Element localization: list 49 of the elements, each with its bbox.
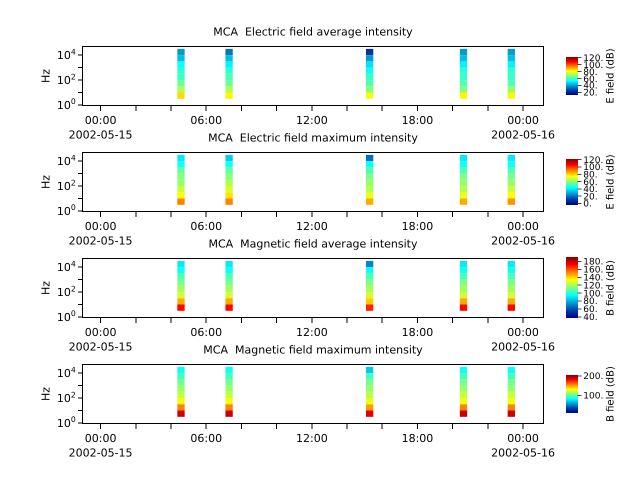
- color-bar-title: B field (dB): [605, 366, 616, 422]
- y-tick-label: 10$^{4}$: [56, 365, 76, 380]
- x-tick-label: 12:00: [296, 114, 328, 128]
- color-bar-title: E field (dB): [605, 48, 616, 104]
- y-tick-label: 10$^{2}$: [56, 390, 76, 405]
- x-tick-label: 00:00 2002-05-16: [491, 326, 556, 354]
- x-tick-label: 00:00 2002-05-16: [491, 432, 556, 460]
- chart-title: MCA Magnetic field average intensity: [208, 238, 418, 251]
- color-bar-label: 200.: [583, 372, 604, 382]
- x-tick-label: 00:00 2002-05-16: [491, 220, 556, 248]
- y-axis-title: Hz: [40, 174, 53, 190]
- y-tick-label: 10$^{2}$: [56, 284, 76, 299]
- x-tick-label: 12:00: [296, 432, 328, 446]
- y-tick-label: 10$^{4}$: [56, 153, 76, 168]
- y-tick-label: 10$^{0}$: [56, 97, 76, 112]
- x-tick-label: 18:00: [402, 114, 434, 128]
- y-axis-title: Hz: [40, 386, 53, 402]
- chart-title: MCA Magnetic field maximum intensity: [203, 344, 424, 357]
- x-tick-label: 18:00: [402, 220, 434, 234]
- y-tick-label: 10$^{4}$: [56, 47, 76, 62]
- y-tick-label: 10$^{0}$: [56, 309, 76, 324]
- color-bar-title: E field (dB): [605, 154, 616, 210]
- x-tick-label: 18:00: [402, 432, 434, 446]
- x-tick-label: 00:00 2002-05-15: [68, 220, 133, 248]
- x-tick-label: 12:00: [296, 220, 328, 234]
- color-bar-label: 100.: [583, 392, 604, 402]
- y-axis-title: Hz: [40, 280, 53, 296]
- y-tick-label: 10$^{2}$: [56, 178, 76, 193]
- color-bar-label: 40.: [583, 313, 598, 324]
- x-tick-label: 12:00: [296, 326, 328, 340]
- y-tick-label: 10$^{4}$: [56, 259, 76, 274]
- color-bar-label: 120.: [583, 281, 604, 292]
- y-axis-title: Hz: [40, 68, 53, 84]
- y-tick-label: 10$^{2}$: [56, 72, 76, 87]
- x-tick-label: 00:00 2002-05-16: [491, 114, 556, 142]
- x-tick-label: 00:00 2002-05-15: [68, 432, 133, 460]
- x-tick-label: 06:00: [190, 326, 222, 340]
- chart-title: MCA Electric field maximum intensity: [208, 132, 418, 145]
- color-bar-title: B field (dB): [605, 260, 616, 316]
- x-tick-label: 06:00: [190, 220, 222, 234]
- x-tick-label: 06:00: [190, 432, 222, 446]
- chart-title: MCA Electric field average intensity: [213, 26, 414, 39]
- x-tick-label: 00:00 2002-05-15: [68, 326, 133, 354]
- x-tick-label: 00:00 2002-05-15: [68, 114, 133, 142]
- x-tick-label: 18:00: [402, 326, 434, 340]
- color-bar-label: 0.: [583, 200, 592, 210]
- x-tick-label: 06:00: [190, 114, 222, 128]
- y-tick-label: 10$^{0}$: [56, 415, 76, 430]
- y-tick-label: 10$^{0}$: [56, 203, 76, 218]
